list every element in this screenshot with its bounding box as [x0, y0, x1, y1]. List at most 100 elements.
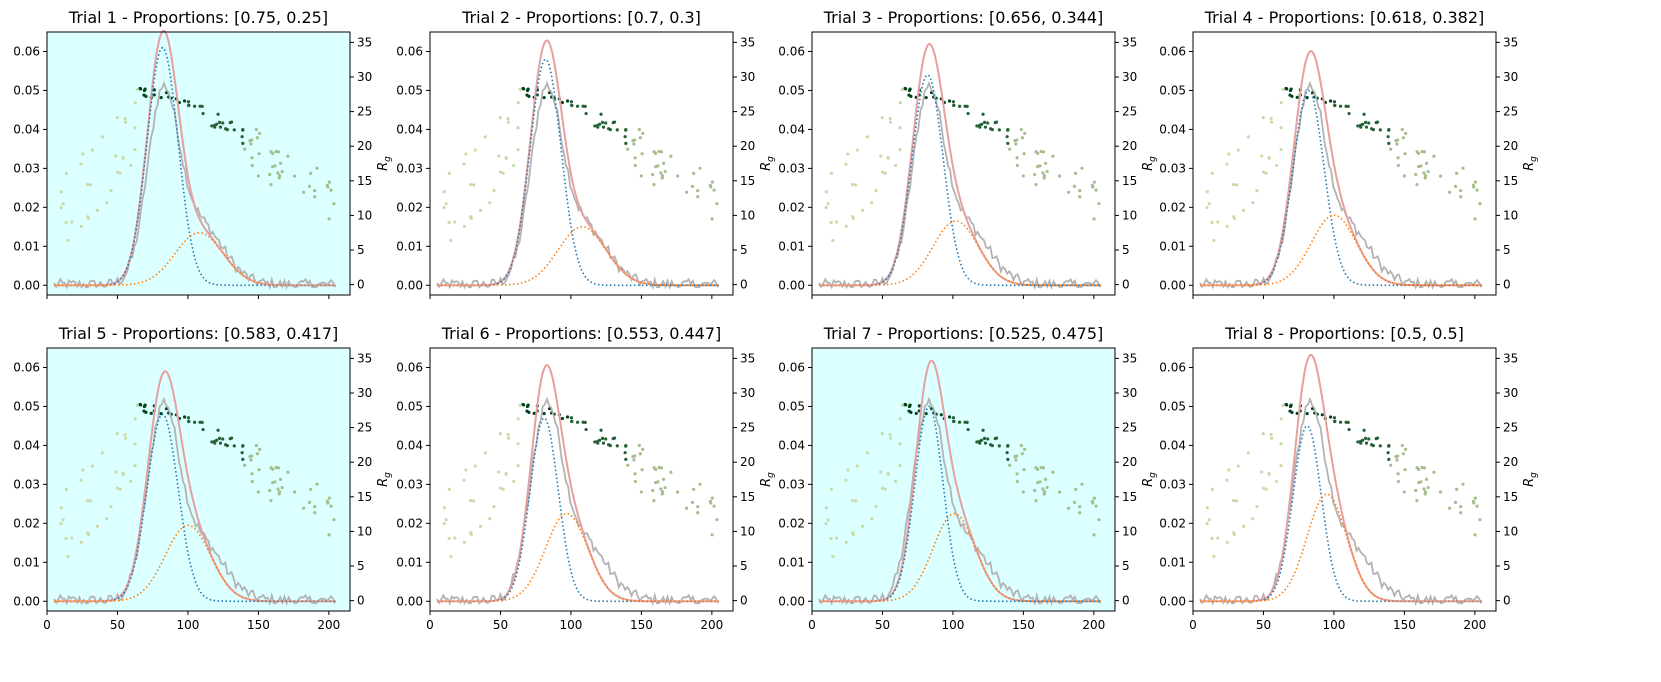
y-tick-label-left: 0.01 — [13, 239, 40, 253]
rg-point — [1212, 238, 1216, 243]
rg-point — [1401, 136, 1405, 140]
rg-point — [850, 182, 855, 187]
rg-point — [1251, 201, 1255, 205]
y-tick-label-left: 0.02 — [396, 200, 423, 214]
rg-point — [95, 524, 100, 528]
rg-point — [66, 554, 70, 559]
rg-point — [64, 171, 68, 175]
rg-point — [149, 411, 153, 415]
rg-point — [469, 531, 473, 535]
rg-point — [829, 171, 833, 175]
plot-background — [47, 348, 350, 611]
rg-point — [327, 180, 331, 184]
rg-point — [516, 148, 520, 152]
rg-point — [1461, 166, 1465, 170]
fitted-total-line — [437, 363, 719, 603]
panel-trial-2: Trial 2 - Proportions: [0.7, 0.3] 0.00 0.0… — [396, 8, 776, 299]
y-tick-label-left: 0.01 — [1159, 239, 1186, 253]
rg-point — [855, 148, 859, 152]
rg-point — [1290, 410, 1294, 414]
rg-point — [218, 441, 223, 445]
rg-point — [1403, 468, 1407, 472]
rg-point — [1459, 511, 1463, 515]
y-tick-label-left: 0.03 — [13, 161, 40, 175]
rg-point — [250, 454, 254, 458]
rg-point — [975, 124, 979, 128]
rg-point — [257, 152, 261, 156]
rg-point — [442, 506, 446, 510]
rg-point — [70, 536, 74, 540]
rg-point — [516, 417, 520, 421]
rg-point — [1426, 169, 1430, 174]
y-tick-label-left: 0.05 — [778, 399, 805, 413]
rg-point — [1078, 505, 1082, 509]
rg-point — [900, 87, 904, 92]
rg-point — [1338, 104, 1343, 108]
rg-point — [598, 122, 602, 126]
rg-point — [947, 415, 952, 419]
y-tick-label-left: 0.05 — [1159, 83, 1186, 97]
rg-point — [1289, 87, 1293, 91]
observed-line — [53, 396, 337, 607]
rg-point — [1246, 451, 1250, 455]
rg-point — [276, 150, 281, 154]
rg-point — [143, 403, 147, 407]
rg-point — [1097, 518, 1101, 522]
rg-point — [1094, 188, 1098, 192]
observed-line — [436, 80, 720, 291]
rg-point — [1034, 499, 1038, 503]
axes-frame — [46, 347, 351, 612]
rg-point — [1260, 154, 1264, 158]
rg-point — [1422, 171, 1426, 175]
rg-point — [1285, 403, 1289, 407]
rg-point — [114, 154, 118, 158]
rg-point — [1006, 457, 1010, 461]
rg-point — [600, 120, 605, 124]
rg-point — [1475, 504, 1479, 508]
rg-point — [608, 444, 612, 448]
rg-point — [1042, 176, 1046, 180]
rg-point — [249, 458, 253, 462]
rg-point — [623, 135, 627, 139]
rg-point — [135, 87, 139, 92]
rg-point — [133, 442, 137, 446]
rg-point — [442, 190, 446, 194]
rg-point — [133, 464, 137, 468]
y-tick-label-left: 0.06 — [1159, 44, 1186, 58]
rg-point — [518, 403, 522, 408]
panel-trial-7: Trial 7 - Proportions: [0.525, 0.475]0 50… — [778, 324, 1158, 632]
y-tick-label-right: 25 — [740, 105, 755, 119]
axes-frame — [811, 347, 1116, 612]
rg-point — [210, 124, 214, 128]
rg-point — [254, 443, 258, 448]
rg-point — [639, 490, 643, 494]
rg-point — [506, 436, 511, 440]
rg-point — [1212, 554, 1216, 559]
rg-point — [217, 120, 222, 124]
y-tick-label-right: 30 — [1503, 70, 1518, 84]
rg-point — [326, 185, 330, 189]
rg-point — [123, 117, 127, 121]
rg-point — [1067, 190, 1071, 194]
y-tick-label-left: 0.03 — [396, 161, 423, 175]
rg-point — [951, 416, 956, 420]
axes-frame — [811, 31, 1116, 296]
rg-point — [1039, 149, 1043, 154]
rg-point — [483, 135, 487, 139]
rg-point — [1092, 496, 1096, 500]
rg-point — [221, 121, 225, 125]
rg-point — [81, 468, 85, 472]
panel-title: Trial 1 - Proportions: [0.75, 0.25] — [68, 8, 328, 27]
axes-frame — [429, 31, 734, 296]
rg-point — [1043, 161, 1048, 165]
rg-point — [898, 126, 902, 130]
rg-point — [187, 103, 191, 107]
rg-point — [1423, 176, 1427, 180]
rg-point — [1269, 433, 1273, 437]
rg-point — [1422, 487, 1426, 491]
rg-point — [604, 437, 608, 441]
y-tick-label-left: 0.03 — [778, 477, 805, 491]
panel-trial-8: Trial 8 - Proportions: [0.5, 0.5]0 50 100 1… — [1159, 324, 1539, 632]
rg-point — [307, 500, 312, 504]
rg-point — [241, 444, 245, 448]
